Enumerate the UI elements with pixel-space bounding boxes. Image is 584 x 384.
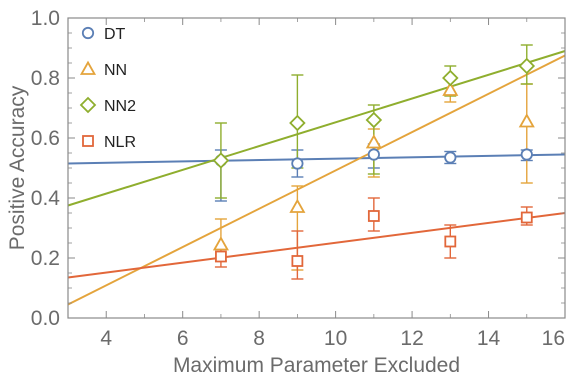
point-nn2 bbox=[442, 69, 459, 87]
fit-lines bbox=[67, 50, 566, 306]
x-tick-label: 12 bbox=[400, 327, 423, 350]
error-bars bbox=[214, 44, 533, 280]
point-nlr bbox=[291, 255, 304, 267]
x-tick-label: 10 bbox=[324, 327, 347, 350]
legend-label-nn2: NN2 bbox=[104, 98, 136, 115]
x-tick-label: 14 bbox=[477, 327, 501, 350]
legend-label-dt: DT bbox=[104, 26, 126, 43]
x-tick-label: 4 bbox=[100, 327, 112, 350]
point-dt bbox=[367, 148, 380, 161]
point-nlr bbox=[520, 211, 533, 224]
x-axis-title: Maximum Parameter Excluded bbox=[173, 354, 460, 377]
fit-line-nlr bbox=[67, 212, 566, 279]
y-tick-label: 0.4 bbox=[31, 187, 61, 210]
point-nn bbox=[212, 236, 229, 251]
fit-line-nn bbox=[67, 54, 566, 306]
point-nn2 bbox=[518, 57, 536, 75]
legend-marker-dt bbox=[81, 26, 95, 40]
y-tick-label: 0.6 bbox=[31, 127, 60, 150]
legend-label-nn: NN bbox=[104, 62, 127, 79]
point-nn bbox=[518, 113, 535, 128]
y-axis-title: Positive Accuracy bbox=[6, 85, 29, 250]
y-tick-label: 0.8 bbox=[31, 67, 60, 90]
point-dt bbox=[291, 157, 304, 170]
x-tick-label: 8 bbox=[253, 327, 265, 350]
y-tick-label: 0.2 bbox=[31, 247, 60, 270]
fit-line-dt bbox=[67, 153, 566, 165]
y-tick-label: 0.0 bbox=[31, 307, 60, 330]
point-nn bbox=[365, 134, 382, 149]
legend-marker-nn bbox=[79, 60, 97, 75]
legend-marker-nn2 bbox=[79, 96, 97, 114]
x-tick-label: 16 bbox=[542, 327, 565, 350]
x-tick-label: 6 bbox=[177, 327, 189, 350]
plot-frame bbox=[67, 17, 566, 319]
point-nn bbox=[289, 198, 306, 213]
point-dt bbox=[444, 151, 457, 164]
legend: DT NN NN2 NLR bbox=[79, 26, 136, 151]
point-nn bbox=[442, 81, 459, 96]
fit-line-nn2 bbox=[67, 50, 566, 207]
point-nlr bbox=[215, 250, 227, 263]
point-nn2 bbox=[365, 111, 383, 129]
legend-marker-nlr bbox=[82, 135, 94, 147]
legend-label-nlr: NLR bbox=[104, 134, 136, 151]
data-markers bbox=[212, 57, 536, 267]
y-tick-label: 1.0 bbox=[31, 7, 60, 30]
point-nn2 bbox=[212, 152, 230, 169]
point-nn2 bbox=[289, 114, 306, 132]
point-nlr bbox=[444, 235, 457, 248]
point-dt bbox=[520, 148, 533, 161]
axes: 4 6 8 10 12 14 16 0.0 0.2 0.4 0.6 0.8 1.0 bbox=[31, 7, 566, 350]
point-nlr bbox=[367, 210, 380, 222]
